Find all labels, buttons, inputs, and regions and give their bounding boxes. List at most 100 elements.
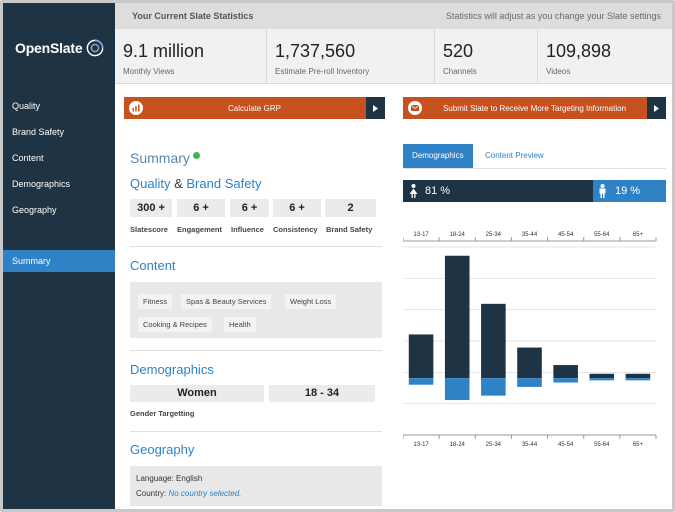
content-heading: Content (130, 258, 176, 273)
metric-label: Engagement (177, 225, 223, 234)
male-percent: 19 % (615, 185, 641, 197)
tab-demographics[interactable]: Demographics (403, 144, 473, 168)
stats-bar: 9.1 million Monthly Views 1,737,560 Esti… (115, 29, 672, 84)
x-tick-label-top: 55-64 (594, 232, 610, 238)
x-tick-label-bottom: 13-17 (413, 442, 429, 448)
stat-preroll-inventory: 1,737,560 Estimate Pre-roll Inventory (267, 29, 435, 84)
content-tag[interactable]: Health (224, 317, 256, 332)
geography-box: Language: English Country: No country se… (130, 466, 382, 506)
female-icon (409, 184, 418, 198)
male-icon (599, 184, 606, 198)
section-divider (130, 350, 382, 351)
content-tag[interactable]: Fitness (138, 294, 173, 309)
sidebar-item-quality[interactable]: Quality (12, 101, 41, 111)
gender-target-value: Women (130, 385, 264, 402)
bar-13-17-series-1 (408, 378, 434, 385)
metric-slatescore: 300 + (130, 199, 172, 217)
stat-monthly-views: 9.1 million Monthly Views (115, 29, 267, 84)
x-tick-label-bottom: 65+ (633, 442, 644, 448)
sidebar-item-brand-safety[interactable]: Brand Safety (12, 127, 65, 137)
age-range-value: 18 - 34 (269, 385, 375, 402)
language-text: Language: English (136, 474, 203, 483)
bar-45-54-series-1 (553, 378, 578, 383)
metric-influence: 6 + (230, 199, 269, 217)
summary-title-text: Summary (130, 150, 190, 166)
stat-videos: 109,898 Videos (538, 29, 672, 84)
stats-header: Your Current Slate Statistics Statistics… (115, 3, 672, 29)
content-tags: Fitness Spas & Beauty Services Weight Lo… (130, 282, 382, 338)
stat-value: 520 (443, 41, 474, 61)
x-tick-label-bottom: 25-34 (486, 442, 502, 448)
female-percent: 81 % (425, 185, 451, 197)
sidebar-item-content[interactable]: Content (12, 153, 44, 163)
envelope-icon (408, 101, 422, 115)
x-tick-label-bottom: 18-24 (450, 442, 466, 448)
stat-channels: 520 Channels (435, 29, 538, 84)
metric-engagement: 6 + (177, 199, 225, 217)
bar-65+-series-0 (625, 373, 651, 379)
sidebar-item-demographics[interactable]: Demographics (12, 179, 71, 189)
metric-label: Influence (231, 225, 264, 234)
stat-value: 1,737,560 (275, 41, 356, 61)
x-tick-label-top: 35-44 (522, 232, 538, 238)
stat-label: Channels (443, 67, 477, 76)
bar-13-17-series-0 (408, 334, 434, 379)
bar-18-24-series-1 (444, 378, 470, 401)
geography-heading: Geography (130, 442, 195, 457)
stats-header-title: Your Current Slate Statistics (132, 11, 254, 21)
x-tick-label-bottom: 55-64 (594, 442, 610, 448)
stat-value: 109,898 (546, 41, 612, 61)
summary-title: Summary (130, 150, 200, 166)
metric-label: Brand Safety (326, 225, 373, 234)
bar-25-34-series-0 (481, 303, 506, 379)
female-share-bar: 81 % (403, 180, 593, 202)
chevron-right-icon (366, 97, 385, 119)
submit-slate-label: Submit Slate to Receive More Targeting I… (442, 103, 627, 113)
calculate-grp-button[interactable]: Calculate GRP (124, 97, 385, 119)
logo-mark-icon (87, 39, 104, 57)
content-tag[interactable]: Weight Loss (285, 294, 337, 309)
x-tick-label-bottom: 45-54 (558, 442, 574, 448)
x-tick-label-top: 45-54 (558, 232, 574, 238)
stat-label: Videos (546, 67, 571, 76)
section-divider (130, 431, 382, 432)
stat-label: Monthly Views (123, 67, 175, 76)
content-tag[interactable]: Spas & Beauty Services (181, 294, 272, 309)
country-label: Country: (136, 489, 167, 498)
bar-55-64-series-1 (589, 378, 615, 381)
x-tick-label-top: 25-34 (486, 232, 502, 238)
tab-underline (403, 168, 666, 169)
logo[interactable]: OpenSlate (15, 39, 104, 57)
x-tick-label-bottom: 35-44 (522, 442, 538, 448)
quality-heading-amp: & (174, 176, 183, 191)
sidebar: OpenSlate Quality Brand Safety Content D… (3, 3, 115, 509)
country-value: No country selected. (168, 489, 242, 498)
bar-35-44-series-1 (517, 378, 542, 387)
x-tick-label-top: 18-24 (450, 232, 466, 238)
quality-heading: Quality & Brand Safety (130, 176, 262, 191)
chevron-right-icon (647, 97, 666, 119)
tab-content-preview[interactable]: Content Preview (485, 151, 544, 160)
metric-label: Slatescore (130, 225, 168, 234)
male-share-bar: 19 % (593, 180, 666, 202)
bar-45-54-series-0 (553, 365, 578, 379)
age-distribution-chart: 13-17 13-17 18-24 18-24 25-34 25-34 35-44 35-44… (403, 232, 657, 448)
sidebar-item-geography[interactable]: Geography (12, 205, 57, 215)
metric-consistency: 6 + (273, 199, 321, 217)
submit-slate-button[interactable]: Submit Slate to Receive More Targeting I… (403, 97, 666, 119)
bar-18-24-series-0 (444, 255, 470, 379)
logo-text: OpenSlate (15, 40, 83, 56)
bar-chart-icon (129, 101, 143, 115)
metric-brand-safety: 2 (325, 199, 376, 217)
x-tick-label-top: 65+ (633, 232, 644, 238)
bar-35-44-series-0 (517, 347, 542, 379)
bar-25-34-series-1 (481, 378, 506, 396)
quality-heading-part1: Quality (130, 176, 171, 191)
help-icon[interactable] (192, 152, 200, 159)
calculate-grp-label: Calculate GRP (228, 103, 281, 113)
stat-value: 9.1 million (123, 41, 205, 61)
bar-55-64-series-0 (589, 373, 615, 379)
sidebar-item-summary[interactable]: Summary (3, 250, 115, 272)
content-tag[interactable]: Cooking & Recipes (138, 317, 212, 332)
